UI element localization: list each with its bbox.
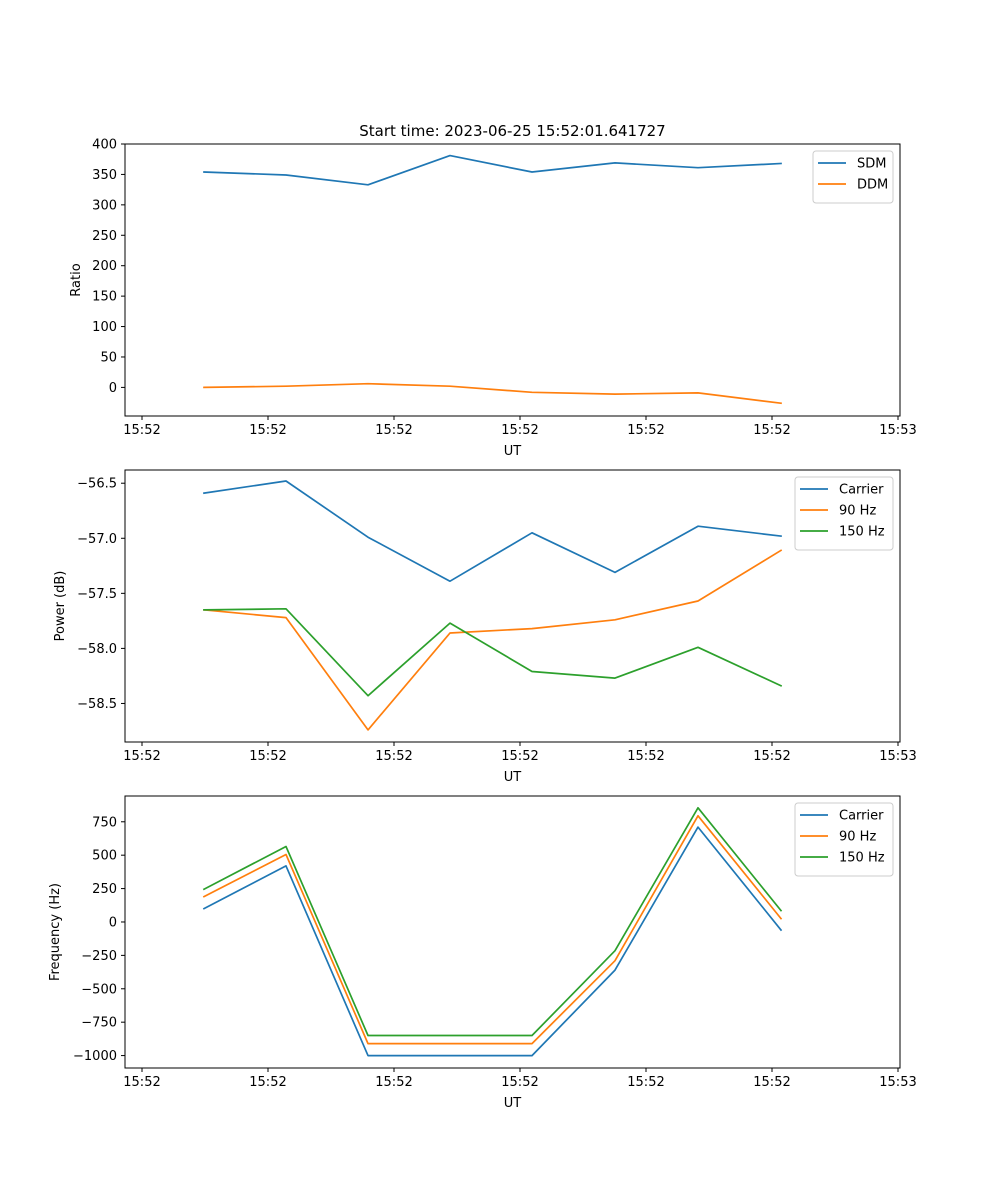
legend-box <box>812 150 894 204</box>
legend-label: 90 Hz <box>839 830 876 845</box>
y-tick-label: −750 <box>81 1016 117 1031</box>
y-tick-label: −58.0 <box>77 642 117 657</box>
legend-label: Carrier <box>839 483 884 498</box>
chart-title: Start time: 2023-06-25 15:52:01.641727 <box>359 122 665 140</box>
y-tick-label: −58.5 <box>77 697 117 712</box>
axes-frame <box>124 795 901 1069</box>
legend-label: SDM <box>857 157 886 172</box>
y-tick-label: −250 <box>81 949 117 964</box>
x-tick-label: 15:52 <box>501 749 538 764</box>
x-tick-label: 15:52 <box>753 1075 790 1090</box>
y-tick-label: −1000 <box>73 1049 117 1064</box>
y-tick-label: 500 <box>92 849 117 864</box>
x-tick-label: 15:53 <box>879 749 916 764</box>
x-axis-label: UT <box>504 444 522 459</box>
x-tick-label: 15:53 <box>879 1075 916 1090</box>
panels: 15:52 15:52 15:52 15:52 15:52 15:52 15:53 UT 0 50… <box>48 138 917 1112</box>
x-axis-label: UT <box>504 1096 522 1111</box>
axes-frame <box>124 469 901 743</box>
y-tick-label: −57.0 <box>77 532 117 547</box>
series-line-sdm <box>203 154 782 186</box>
axes-frame <box>124 143 901 417</box>
y-tick-label: 0 <box>109 381 117 396</box>
legend-label: 150 Hz <box>839 525 885 540</box>
x-tick-label: 15:52 <box>501 423 538 438</box>
x-tick-label: 15:52 <box>249 749 286 764</box>
panel-3: 15:52 15:52 15:52 15:52 15:52 15:52 15:53 UT 750… <box>48 795 917 1111</box>
y-tick-label: 750 <box>92 815 117 830</box>
y-tick-label: 50 <box>100 350 117 365</box>
x-tick-label: 15:52 <box>627 749 664 764</box>
x-tick-label: 15:52 <box>501 1075 538 1090</box>
x-tick-label: 15:52 <box>753 423 790 438</box>
y-tick-label: −500 <box>81 982 117 997</box>
series-line-90-hz <box>202 814 783 1045</box>
y-tick-label: 300 <box>92 198 117 213</box>
panel-2: 15:52 15:52 15:52 15:52 15:52 15:52 15:53 UT −56… <box>53 469 917 785</box>
x-tick-label: 15:52 <box>627 1075 664 1090</box>
x-tick-label: 15:52 <box>123 1075 160 1090</box>
x-tick-label: 15:52 <box>123 423 160 438</box>
x-tick-label: 15:52 <box>249 423 286 438</box>
series-line-90-hz <box>203 549 783 731</box>
x-tick-label: 15:52 <box>753 749 790 764</box>
legend-label: DDM <box>857 178 888 193</box>
x-tick-label: 15:52 <box>375 749 412 764</box>
y-tick-label: 350 <box>92 168 117 183</box>
y-tick-label: 250 <box>92 882 117 897</box>
legend-label: Carrier <box>839 809 884 824</box>
series-line-150-hz <box>203 607 783 697</box>
y-axis-label: Ratio <box>69 263 84 296</box>
y-tick-label: 0 <box>109 915 117 930</box>
series-line-150-hz <box>202 806 783 1037</box>
y-axis-label: Power (dB) <box>53 571 68 642</box>
x-tick-label: 15:52 <box>627 423 664 438</box>
x-tick-label: 15:52 <box>249 1075 286 1090</box>
y-tick-label: 250 <box>92 229 117 244</box>
x-tick-label: 15:53 <box>879 423 916 438</box>
y-tick-label: −56.5 <box>77 477 117 492</box>
y-tick-label: 150 <box>92 290 117 305</box>
legend-label: 150 Hz <box>839 851 885 866</box>
series-line-carrier <box>203 480 782 583</box>
legend-label: 90 Hz <box>839 504 876 519</box>
y-tick-label: 200 <box>92 259 117 274</box>
panel-1: 15:52 15:52 15:52 15:52 15:52 15:52 15:53 UT 0 50… <box>69 138 917 460</box>
x-tick-label: 15:52 <box>375 1075 412 1090</box>
y-tick-label: 400 <box>92 138 117 153</box>
x-tick-label: 15:52 <box>375 423 412 438</box>
x-tick-label: 15:52 <box>123 749 160 764</box>
x-axis-label: UT <box>504 770 522 785</box>
y-axis-label: Frequency (Hz) <box>48 883 63 981</box>
series-line-ddm <box>203 382 782 405</box>
y-tick-label: 100 <box>92 320 117 335</box>
y-tick-label: −57.5 <box>77 587 117 602</box>
series-line-carrier <box>202 826 783 1057</box>
